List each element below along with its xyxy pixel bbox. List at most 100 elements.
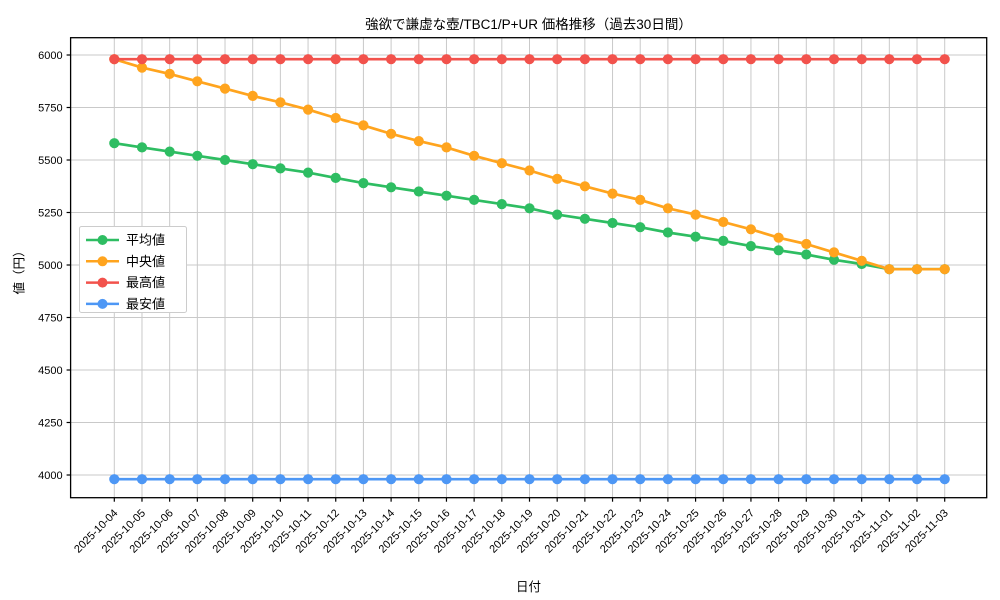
data-point-max [496,54,507,65]
data-point-min [524,474,535,485]
data-point-min [939,474,950,485]
data-point-min [911,474,923,485]
legend-marker-average [97,235,108,245]
data-point-max [690,54,701,65]
data-point-median [247,90,258,101]
data-point-median [192,76,203,87]
y-tick-label: 6000 [38,50,62,62]
data-point-max [745,54,757,65]
y-axis-ticks: 4000 4250 4500 4750 5000 5250 5500 5750 6000 [38,50,71,482]
data-point-median [358,120,369,131]
data-point-average [718,235,729,246]
data-point-median [413,136,424,147]
data-point-max [441,54,452,65]
data-point-max [662,54,674,65]
y-tick-label: 5750 [38,102,62,114]
data-point-max [109,54,120,65]
x-axis-ticks: 2025-10-042025-10-052025-10-062025-10-07… [72,497,951,556]
data-point-average [552,209,563,220]
series-max [109,54,950,65]
data-point-median [662,203,674,214]
data-point-max [219,54,231,65]
data-point-average [635,222,646,233]
data-point-min [856,474,867,485]
data-point-median [884,264,895,275]
data-point-average [690,231,701,242]
data-point-average [745,241,757,252]
legend-label-average: 平均値 [126,233,165,248]
plot-border [69,37,988,499]
data-point-median [828,247,840,258]
data-point-max [413,54,424,65]
legend-box [79,226,187,313]
data-point-min [773,474,784,485]
data-point-max [828,54,840,65]
data-point-average [579,213,591,224]
data-point-average [469,194,480,205]
data-point-median [690,209,701,220]
data-point-average [662,227,674,238]
data-point-max [386,54,397,65]
y-tick-label: 5500 [38,155,62,167]
data-point-max [718,54,729,65]
data-point-max [801,54,812,65]
data-point-median [801,238,812,250]
data-point-max [524,54,535,65]
data-point-average [524,203,535,214]
data-point-min [662,474,674,485]
data-point-min [469,474,480,485]
data-point-average [192,150,203,161]
data-point-median [607,188,618,199]
data-point-average [164,146,175,157]
y-tick-label: 5250 [38,207,62,219]
data-point-median [303,104,314,115]
data-point-median [552,173,563,184]
data-point-min [496,474,507,485]
data-point-median [164,68,175,79]
data-point-median [773,232,784,243]
data-point-average [136,142,148,153]
data-point-max [303,54,314,65]
data-point-max [552,54,563,65]
data-point-max [358,54,369,65]
data-point-median [136,62,148,73]
series-average [109,138,950,275]
data-point-min [219,474,231,485]
data-point-min [109,474,120,485]
data-point-median [219,83,231,94]
data-point-min [303,474,314,485]
data-point-average [109,138,120,149]
data-point-max [247,54,258,65]
data-point-min [192,474,203,485]
chart-title: 強欲で謙虚な壺/TBC1/P+UR 価格推移（過去30日間） [365,17,692,32]
gridlines [70,37,987,498]
data-point-min [136,474,148,485]
legend-item-median: 中央値 [86,254,165,269]
data-point-max [192,54,203,65]
data-point-median [939,264,950,275]
data-point-min [275,474,286,485]
data-point-average [607,217,618,229]
data-point-average [496,199,507,210]
y-tick-label: 4000 [38,470,62,482]
data-point-median [524,165,535,176]
data-point-median [275,97,286,108]
data-point-average [219,154,231,166]
data-point-average [413,186,424,197]
data-point-average [828,254,840,265]
data-point-min [635,474,646,485]
data-point-average [358,178,369,189]
x-axis-label: 日付 [515,580,541,594]
legend-marker-median [97,256,108,267]
data-point-max [469,54,480,65]
data-point-max [136,54,148,65]
data-point-median [635,194,646,205]
data-point-min [247,474,258,485]
legend-item-max: 最高値 [86,275,165,290]
data-point-average [386,182,397,193]
data-point-min [413,474,424,485]
data-point-max [911,54,923,65]
data-point-max [607,54,618,65]
